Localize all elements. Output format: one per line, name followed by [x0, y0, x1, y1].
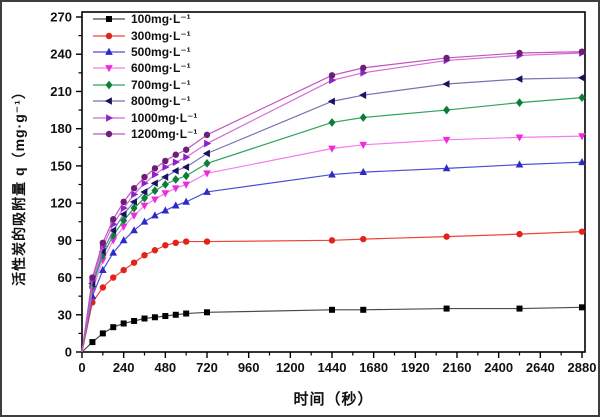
- circle-legend-marker-icon: [93, 32, 125, 39]
- legend-item: 300mg·L⁻¹: [92, 27, 197, 43]
- y-tick-label: 60: [58, 270, 72, 285]
- triangle-up-legend-marker-icon: [93, 47, 125, 55]
- x-tick-label: 1680: [359, 360, 388, 375]
- legend-item: 100mg·L⁻¹: [92, 11, 197, 27]
- series-markers-800: [88, 73, 585, 288]
- legend-item-label: 500mg·L⁻¹: [131, 44, 191, 59]
- legend-item-label: 700mg·L⁻¹: [131, 77, 191, 92]
- x-axis-label: 时间（秒）: [293, 391, 374, 408]
- x-tick-label: 1200: [276, 360, 305, 375]
- y-tick-label: 180: [50, 121, 72, 136]
- legend-item: 500mg·L⁻¹: [92, 44, 197, 60]
- legend-item-label: 1000mg·L⁻¹: [131, 110, 198, 125]
- series-markers-100: [89, 304, 585, 346]
- circle-legend-marker-icon: [93, 130, 125, 138]
- x-tick-label: 480: [154, 360, 176, 375]
- x-tick-label: 960: [238, 360, 260, 375]
- y-tick-label: 240: [50, 47, 72, 62]
- diamond-legend-marker-icon: [93, 80, 125, 90]
- legend-item-label: 100mg·L⁻¹: [131, 12, 191, 27]
- square-legend-marker-icon: [93, 16, 125, 23]
- x-tick-label: 2880: [568, 360, 597, 375]
- series-markers-500: [88, 157, 586, 300]
- legend-item: 700mg·L⁻¹: [92, 77, 197, 93]
- legend-item: 1200mg·L⁻¹: [92, 126, 197, 142]
- legend-item: 600mg·L⁻¹: [92, 60, 197, 76]
- x-tick-label: 0: [78, 360, 85, 375]
- x-tick-label: 1440: [318, 360, 347, 375]
- x-tick-label: 1920: [401, 360, 430, 375]
- legend: 100mg·L⁻¹ 300mg·L⁻¹ 500mg·L⁻¹ 600mg·L⁻¹ 700m…: [92, 11, 197, 142]
- series-line-100: [81, 306, 583, 353]
- x-tick-label: 720: [196, 360, 218, 375]
- legend-item: 1000mg·L⁻¹: [92, 109, 197, 125]
- axes-frame: [81, 11, 586, 353]
- legend-item-label: 800mg·L⁻¹: [131, 94, 191, 109]
- legend-item-label: 1200mg·L⁻¹: [131, 126, 198, 141]
- x-tick-label: 2640: [526, 360, 555, 375]
- y-tick-label: 150: [50, 158, 72, 173]
- legend-item: 800mg·L⁻¹: [92, 93, 197, 109]
- legend-item-label: 300mg·L⁻¹: [131, 28, 191, 43]
- y-axis-label: 活性炭的吸附量 q（mg·g⁻¹）: [11, 84, 27, 286]
- x-tick-label: 2160: [443, 360, 472, 375]
- y-tick-label: 0: [65, 345, 72, 360]
- legend-item-label: 600mg·L⁻¹: [131, 61, 191, 76]
- y-tick-label: 270: [50, 10, 72, 25]
- triangle-down-legend-marker-icon: [93, 65, 125, 73]
- y-tick-label: 90: [58, 233, 72, 248]
- series-markers-1200: [89, 48, 586, 281]
- series-markers-600: [88, 133, 586, 295]
- x-tick-label: 240: [113, 360, 135, 375]
- y-tick-label: 210: [50, 84, 72, 99]
- y-tick-label: 120: [50, 196, 72, 211]
- triangle-left-legend-marker-icon: [93, 97, 125, 105]
- y-tick-label: 30: [58, 307, 72, 322]
- triangle-right-legend-marker-icon: [93, 113, 125, 122]
- x-tick-label: 2400: [484, 360, 513, 375]
